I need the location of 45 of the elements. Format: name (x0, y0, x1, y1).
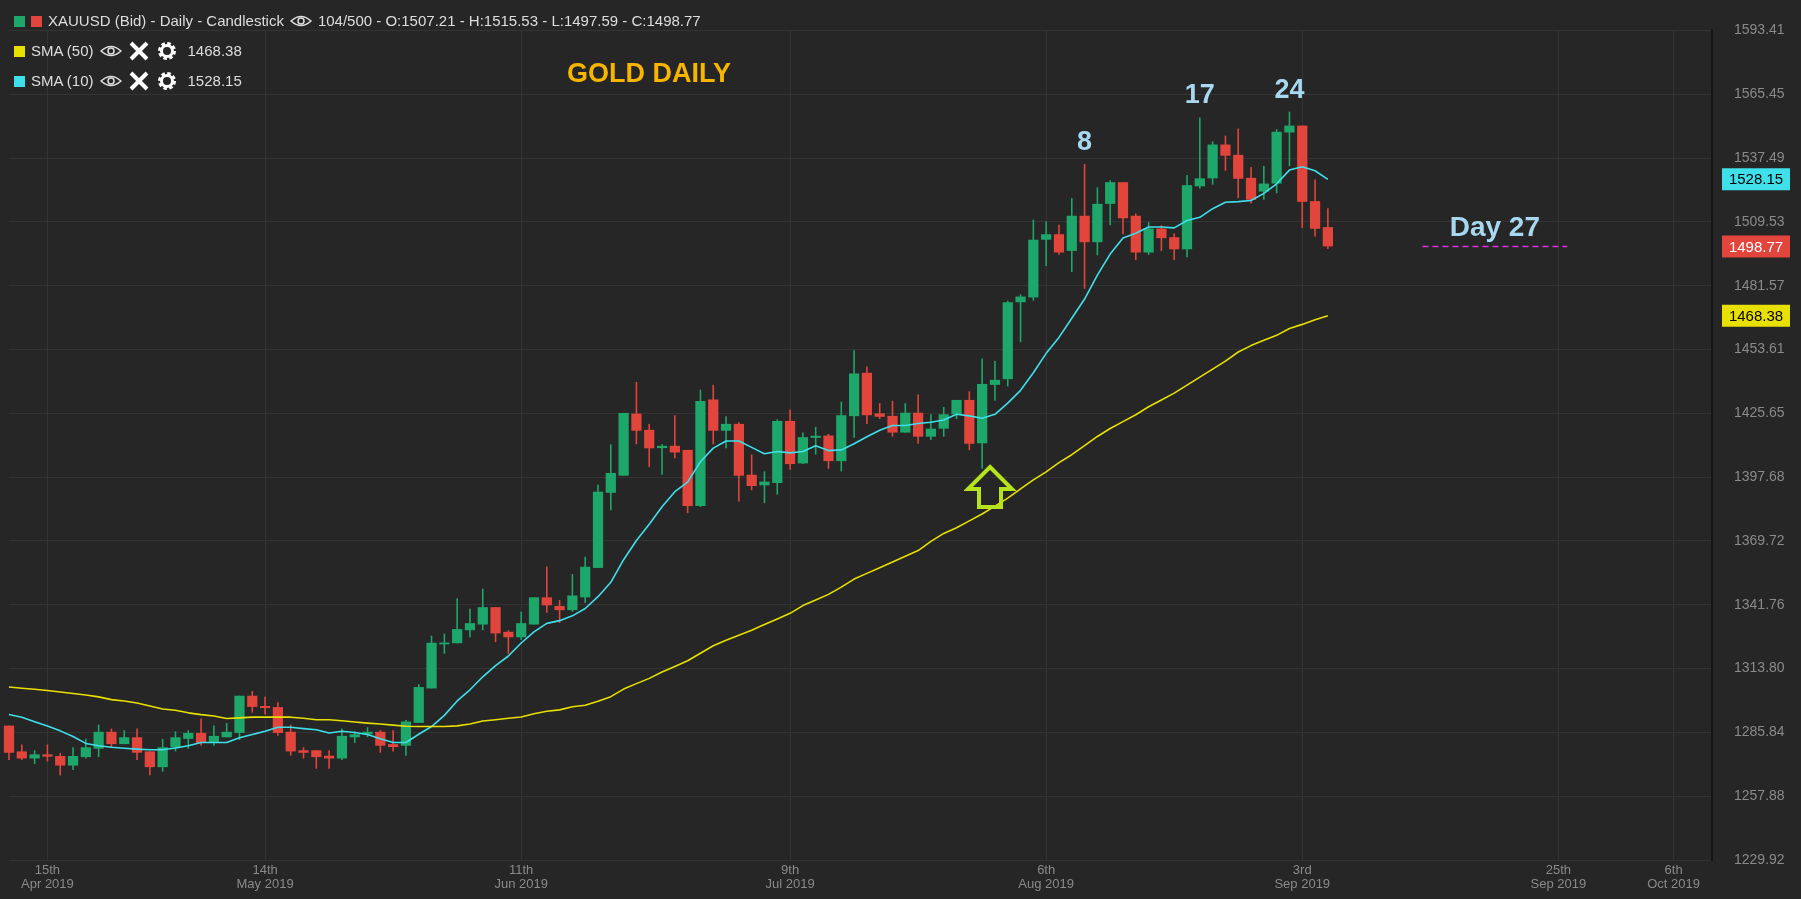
x-tick-label: 6th Oct 2019 (1647, 862, 1700, 892)
ref-line-label: Day 27 (1449, 211, 1541, 243)
y-tick-label: 1565.45 (1734, 85, 1785, 102)
text: 24 (1274, 73, 1305, 104)
text: 1528.15 (1728, 170, 1784, 188)
candlestick (874, 403, 885, 420)
x-tick-label: 25th Sep 2019 (1530, 862, 1587, 892)
y-tick-label: 1537.49 (1734, 148, 1785, 165)
text: 104/500 - O:1507.21 - H:1515.53 - L:1497.59 - C:1498.77 (317, 11, 701, 31)
y-tick-label: 1313.80 (1734, 659, 1785, 676)
x-tick-label: 6th Aug 2019 (1018, 862, 1074, 892)
y-tick-label: 1285.84 (1734, 723, 1785, 740)
y-tick-label: 1369.72 (1734, 531, 1785, 548)
x-tick-label: 9th Jul 2019 (765, 862, 815, 892)
x-tick-label: 11th Jun 2019 (494, 862, 548, 892)
text: GOLD DAILY (567, 58, 732, 89)
text: 8 (1077, 125, 1093, 156)
candlestick (541, 566, 552, 613)
x-tick-label: 15th Apr 2019 (21, 862, 74, 892)
text: 17 (1184, 79, 1215, 110)
candlestick (259, 696, 271, 715)
candlestick (720, 416, 732, 449)
x-tick-label: 14th May 2019 (236, 862, 294, 892)
candlestick (388, 730, 399, 752)
y-tick-label: 1341.76 (1734, 595, 1785, 612)
y-tick-label: 1509.53 (1734, 212, 1785, 229)
legend-label: SMA (10) (31, 71, 94, 91)
candlestick (1194, 117, 1205, 189)
candlestick (1041, 221, 1052, 266)
annotation: 1528.15 (187, 71, 242, 91)
candlestick (989, 360, 1001, 401)
x-tick-label: 3rd Sep 2019 (1274, 862, 1331, 892)
y-tick-label: 1257.88 (1734, 787, 1785, 804)
legend-label: SMA (50) (31, 41, 94, 61)
y-tick-label: 1397.68 (1734, 467, 1785, 484)
annotation: 1468.38 (187, 41, 242, 61)
y-tick-label: 1593.41 (1734, 21, 1785, 38)
y-tick-label: 1229.92 (1734, 850, 1785, 867)
text: 1468.38 (1728, 306, 1784, 324)
y-tick-label: 1481.57 (1734, 276, 1785, 293)
candlestick (464, 608, 476, 638)
text: 1498.77 (1728, 237, 1784, 255)
y-tick-label: 1453.61 (1734, 340, 1785, 357)
y-tick-label: 1425.65 (1734, 404, 1785, 421)
legend-label: XAUUSD (Bid) - Daily - Candlestick (48, 11, 284, 31)
